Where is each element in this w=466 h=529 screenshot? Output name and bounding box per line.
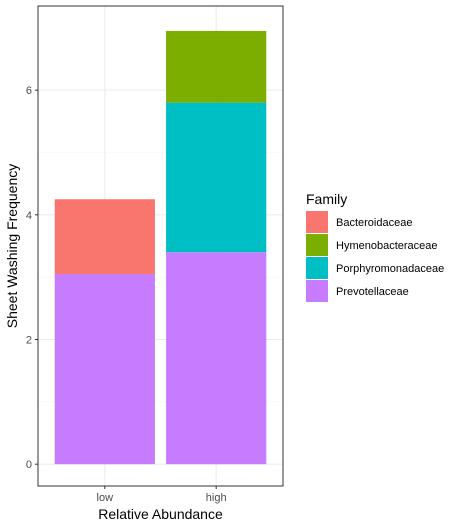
y-axis: 0 2 4 6: [26, 85, 38, 471]
legend-title: Family: [306, 191, 347, 207]
legend-swatch-hymenobacteraceae: [306, 234, 328, 256]
bar-high-porphyromonadaceae: [166, 102, 267, 253]
legend-label-prevotellaceae: Prevotellaceae: [336, 286, 409, 298]
legend-swatch-porphyromonadaceae: [306, 257, 328, 279]
legend-label-hymenobacteraceae: Hymenobacteraceae: [336, 240, 438, 252]
bars: [54, 30, 267, 465]
legend-swatch-bacteroidaceae: [306, 211, 328, 233]
panel-border: [37, 5, 284, 487]
y-tick-label: 4: [26, 210, 32, 222]
x-axis: low high: [97, 486, 227, 504]
bar-high-hymenobacteraceae: [166, 30, 267, 103]
legend-label-porphyromonadaceae: Porphyromonadaceae: [336, 263, 444, 275]
y-tick-label: 2: [26, 335, 32, 347]
x-axis-title: Relative Abundance: [98, 506, 223, 522]
x-tick-label: high: [206, 492, 227, 504]
y-tick-label: 6: [26, 85, 32, 97]
bar-high-prevotellaceae: [166, 252, 267, 465]
x-tick-label: low: [97, 492, 114, 504]
y-tick-label: 0: [26, 459, 32, 471]
legend-swatch-prevotellaceae: [306, 280, 328, 302]
y-axis-title: Sheet Washing Frequency: [4, 164, 20, 328]
bar-low-prevotellaceae: [54, 274, 155, 465]
legend-label-bacteroidaceae: Bacteroidaceae: [336, 217, 412, 229]
legend-items: Bacteroidaceae Hymenobacteraceae Porphyrom…: [306, 211, 444, 302]
legend: Family Bacteroidaceae Hymenobacteraceae Po…: [306, 191, 444, 302]
bar-low-bacteroidaceae: [54, 199, 155, 275]
